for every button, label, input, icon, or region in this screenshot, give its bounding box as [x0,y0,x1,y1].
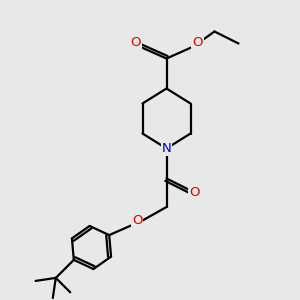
Text: N: N [162,142,171,155]
Text: O: O [131,36,141,50]
Text: O: O [189,185,200,199]
Text: O: O [192,36,203,50]
Text: O: O [132,214,142,227]
